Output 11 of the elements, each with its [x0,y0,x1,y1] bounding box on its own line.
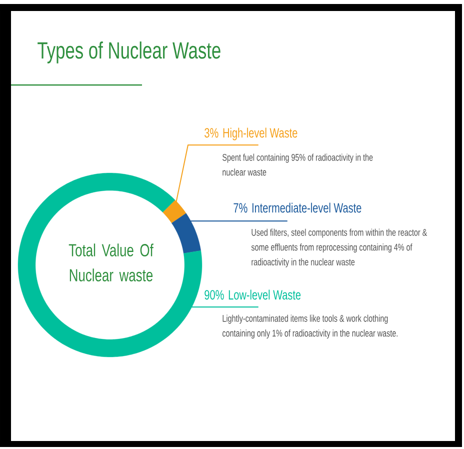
data-label: 7% [234,203,248,213]
text: Total Value Of Nuclear waste [68,244,154,282]
data-label: 3% [204,128,218,138]
slice-label: High-level Waste [223,128,298,140]
chart-title: Types of Nuclear Waste [38,41,220,64]
text: Spent fuel containing 95% of radioactivity in the nuclear waste [222,154,373,176]
slice-label: Intermediate-level Waste [252,202,362,213]
text: Used filters, steel components from within the reactor & some effluents from reprocessing containing 4% of radioactivity in the nuclear waste [251,228,427,268]
slice-label: Low-level Waste [228,290,301,300]
data-label: 90% [204,290,224,300]
text: Lightly-contaminated items like tools & work clothing containing only 1% of radioactivity in the nuclear waste. [222,314,398,339]
